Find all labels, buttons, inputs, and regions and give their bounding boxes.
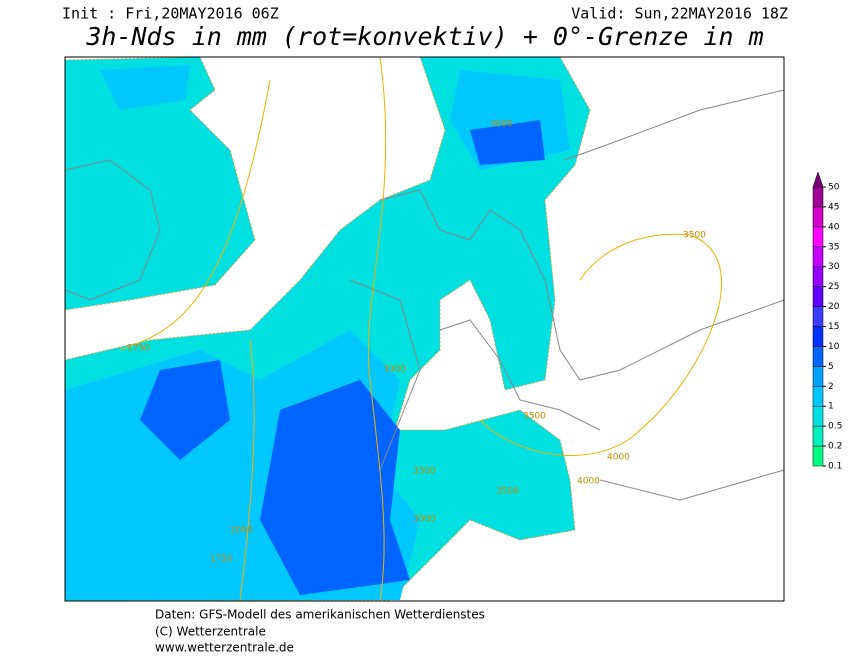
footer-url: www.wetterzentrale.de — [155, 641, 294, 655]
colorbar-label: 0.2 — [828, 442, 842, 452]
contour-label: 3500 — [496, 487, 519, 497]
colorbar-label: 20 — [828, 302, 840, 312]
colorbar-label: 40 — [828, 222, 840, 232]
colorbar-segment — [812, 286, 824, 307]
contour-label: 4000 — [577, 477, 600, 487]
contour-label: 4000 — [607, 453, 630, 463]
contour-label: 1750 — [210, 555, 233, 565]
contour-label: 3500 — [413, 467, 436, 477]
contour-label: 3500 — [683, 231, 706, 241]
colorbar-label: 25 — [828, 282, 839, 292]
contour-label: 3000 — [490, 120, 513, 130]
contour-labels: 3000 3500 1750 3000 3500 4000 4000 3500 … — [127, 120, 706, 565]
title: 3h-Nds in mm (rot=konvektiv) + 0°-Grenze… — [85, 22, 763, 51]
colorbar-segment — [812, 306, 824, 327]
contour-label: 3500 — [523, 412, 546, 422]
colorbar-segment — [812, 226, 824, 248]
init-time: Init : Fri,20MAY2016 06Z — [62, 5, 279, 23]
colorbar-label: 50 — [828, 183, 840, 193]
colorbar-label: 0.5 — [828, 422, 842, 432]
colorbar-segment — [812, 445, 824, 467]
contour-label: 3000 — [383, 365, 406, 375]
contour-label: 1750 — [127, 344, 150, 354]
colorbar-segment — [812, 346, 824, 367]
footer-source: Daten: GFS-Modell des amerikanischen Wet… — [155, 608, 485, 622]
coastlines — [64, 89, 785, 501]
colorbar-segment — [812, 386, 824, 407]
map-frame — [64, 56, 785, 602]
colorbar-label: 10 — [828, 342, 840, 352]
contour-label: 2000 — [230, 526, 253, 536]
precip-heavy — [140, 120, 545, 595]
colorbar-segment — [812, 405, 824, 427]
colorbar-segment — [812, 246, 824, 267]
colorbar-segment — [812, 425, 824, 447]
colorbar-segment — [812, 186, 824, 208]
footer-copyright: (C) Wetterzentrale — [155, 625, 266, 639]
colorbar-label: 2 — [828, 382, 834, 392]
colorbar-label: 15 — [828, 322, 839, 332]
colorbar-segment — [812, 326, 824, 347]
contour-label: 3000 — [413, 515, 436, 525]
colorbar-segment — [812, 266, 824, 287]
map: 3000 3500 1750 3000 3500 4000 4000 3500 … — [64, 56, 785, 602]
valid-time: Valid: Sun,22MAY2016 18Z — [571, 5, 788, 23]
colorbar-label: 5 — [828, 362, 834, 372]
colorbar-label: 30 — [828, 262, 840, 272]
colorbar-label: 35 — [828, 242, 839, 252]
colorbar-segment — [812, 206, 824, 228]
colorbar-label: 1 — [828, 402, 834, 412]
colorbar-label: 45 — [828, 202, 839, 212]
freezing-level-contours — [119, 56, 722, 601]
colorbar-label: 0.1 — [828, 462, 842, 472]
colorbar-segment — [812, 366, 824, 387]
colorbar-arrow — [812, 171, 824, 188]
